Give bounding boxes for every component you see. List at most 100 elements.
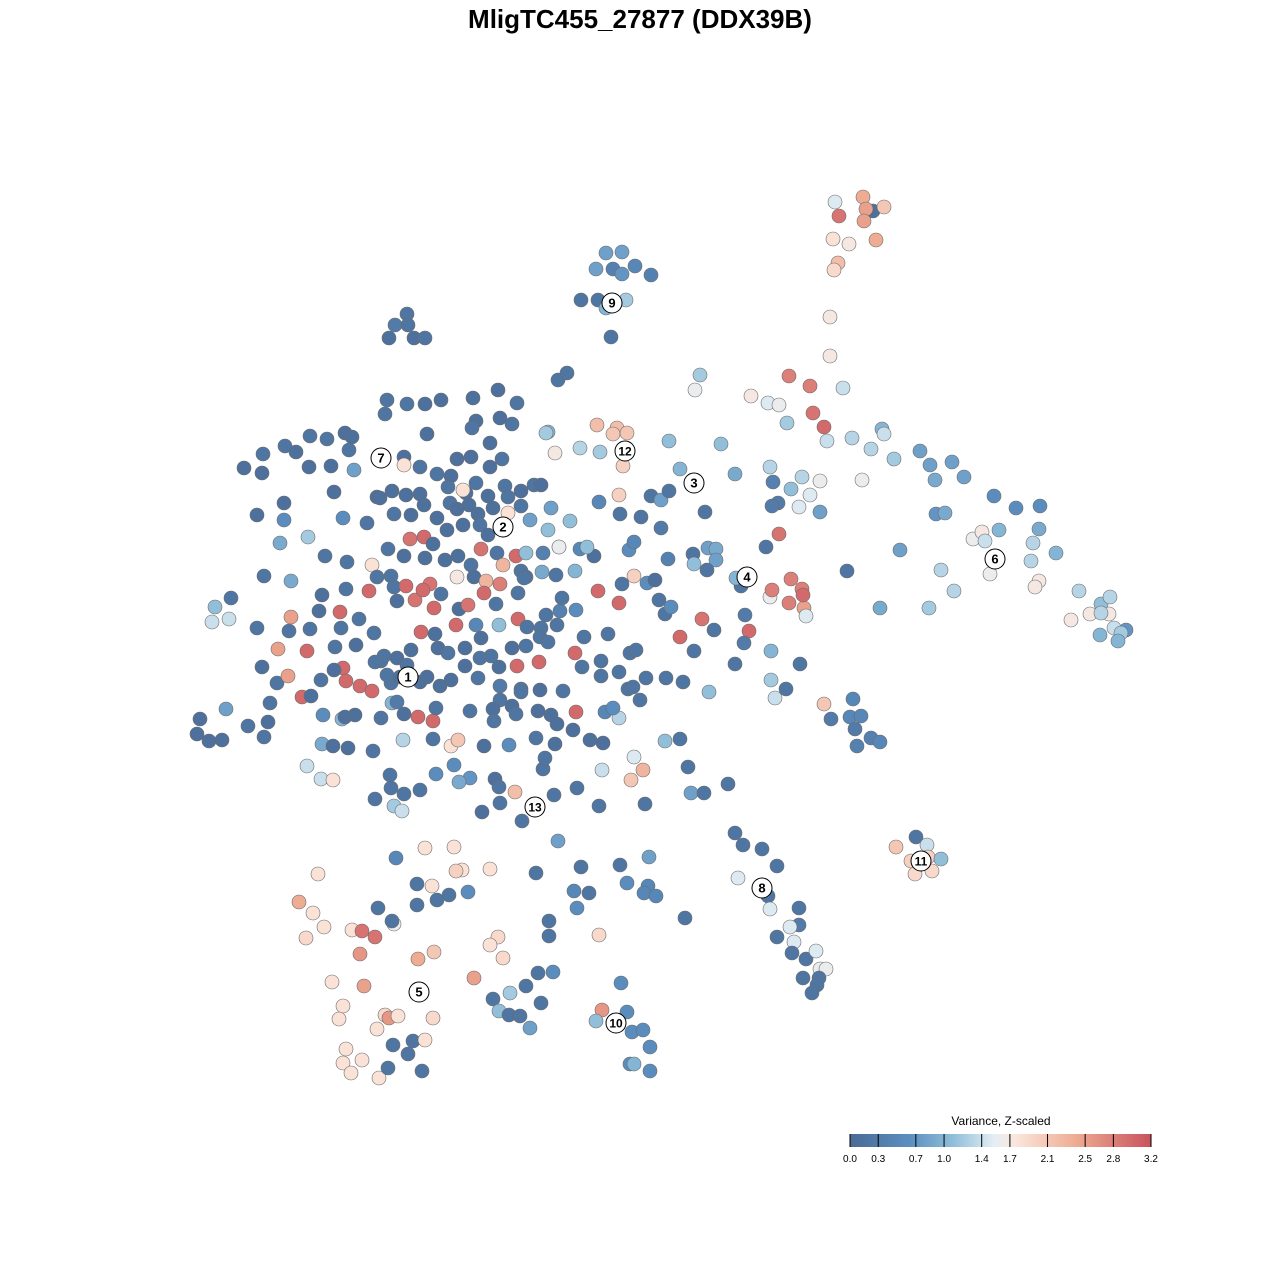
data-point bbox=[480, 527, 496, 543]
data-point bbox=[804, 985, 820, 1001]
colorbar-tick-label: 3.2 bbox=[1144, 1154, 1158, 1165]
data-point bbox=[658, 670, 674, 686]
data-point bbox=[372, 490, 388, 506]
data-point bbox=[642, 1039, 658, 1055]
data-point bbox=[507, 784, 523, 800]
colorbar-ticks: 0.0 0.3 0.7 1.0 1.4 1.7 2.1 2.5 2.8 3.2 bbox=[843, 1134, 1158, 1165]
data-point bbox=[476, 585, 492, 601]
data-point bbox=[449, 501, 465, 517]
data-point bbox=[569, 900, 585, 916]
data-point bbox=[547, 736, 563, 752]
cluster-label-circle bbox=[614, 440, 636, 462]
data-point bbox=[831, 208, 847, 224]
colorbar-tick-label: 2.5 bbox=[1078, 1154, 1092, 1165]
colorbar-tick-label: 0.3 bbox=[871, 1154, 885, 1165]
data-point bbox=[541, 913, 557, 929]
data-point bbox=[474, 804, 490, 820]
data-point bbox=[398, 578, 414, 594]
data-point bbox=[260, 714, 276, 730]
data-point bbox=[283, 609, 299, 625]
data-point bbox=[386, 506, 402, 522]
data-point bbox=[794, 469, 810, 485]
data-point bbox=[565, 722, 581, 738]
data-point bbox=[448, 863, 464, 879]
data-point bbox=[533, 995, 549, 1011]
data-point bbox=[827, 194, 843, 210]
data-point bbox=[270, 641, 286, 657]
cluster-label-text: 5 bbox=[415, 985, 422, 1000]
data-point bbox=[805, 405, 821, 421]
data-point bbox=[908, 829, 924, 845]
data-point bbox=[1048, 545, 1064, 561]
data-point bbox=[449, 451, 465, 467]
data-point bbox=[314, 587, 330, 603]
data-point bbox=[1031, 521, 1047, 537]
data-point bbox=[396, 548, 412, 564]
data-point bbox=[593, 653, 609, 669]
cluster-label-9: 9 bbox=[601, 292, 623, 314]
data-point bbox=[399, 396, 415, 412]
data-point bbox=[743, 388, 759, 404]
data-point bbox=[380, 1060, 396, 1076]
data-point bbox=[567, 645, 583, 661]
data-point bbox=[795, 587, 811, 603]
data-point bbox=[594, 762, 610, 778]
data-point bbox=[795, 970, 811, 986]
data-point bbox=[727, 656, 743, 672]
data-point bbox=[660, 551, 676, 567]
data-point bbox=[769, 858, 785, 874]
data-point bbox=[384, 483, 400, 499]
data-point bbox=[303, 688, 319, 704]
data-point bbox=[764, 498, 780, 514]
data-point bbox=[341, 442, 357, 458]
cluster-label-text: 13 bbox=[528, 801, 542, 815]
data-point bbox=[508, 706, 524, 722]
data-point bbox=[417, 396, 433, 412]
data-point bbox=[762, 901, 778, 917]
data-point bbox=[325, 772, 341, 788]
data-point bbox=[765, 474, 781, 490]
data-point bbox=[855, 189, 871, 205]
data-point bbox=[192, 711, 208, 727]
data-point bbox=[661, 433, 677, 449]
data-point bbox=[791, 900, 807, 916]
data-point bbox=[651, 592, 667, 608]
data-point bbox=[448, 617, 464, 633]
data-point bbox=[672, 629, 688, 645]
data-point bbox=[549, 617, 565, 633]
data-point bbox=[591, 927, 607, 943]
data-point bbox=[359, 515, 375, 531]
data-point bbox=[387, 317, 403, 333]
cluster-label-3: 3 bbox=[683, 472, 705, 494]
data-point bbox=[1025, 535, 1041, 551]
data-point bbox=[189, 726, 205, 742]
data-point bbox=[340, 740, 356, 756]
data-point bbox=[470, 670, 486, 686]
data-point bbox=[812, 504, 828, 520]
cluster-label-text: 3 bbox=[690, 476, 697, 491]
data-point bbox=[588, 1013, 604, 1029]
data-point bbox=[491, 659, 507, 675]
data-point bbox=[457, 658, 473, 674]
data-point bbox=[366, 625, 382, 641]
data-point bbox=[450, 548, 466, 564]
data-point bbox=[792, 656, 808, 672]
colorbar-tick-label: 1.4 bbox=[975, 1154, 989, 1165]
data-point bbox=[540, 522, 556, 538]
data-point bbox=[410, 709, 426, 725]
data-point bbox=[236, 460, 252, 476]
data-point bbox=[409, 876, 425, 892]
data-point bbox=[844, 430, 860, 446]
data-point bbox=[500, 489, 516, 505]
cluster-label-circle bbox=[524, 796, 546, 818]
data-point bbox=[361, 583, 377, 599]
data-point bbox=[512, 1008, 528, 1024]
data-point bbox=[701, 684, 717, 700]
data-point bbox=[382, 767, 398, 783]
data-point bbox=[543, 500, 559, 516]
data-point bbox=[522, 1020, 538, 1036]
data-point bbox=[872, 734, 888, 750]
data-point bbox=[562, 513, 578, 529]
data-point bbox=[482, 861, 498, 877]
data-point bbox=[591, 798, 607, 814]
